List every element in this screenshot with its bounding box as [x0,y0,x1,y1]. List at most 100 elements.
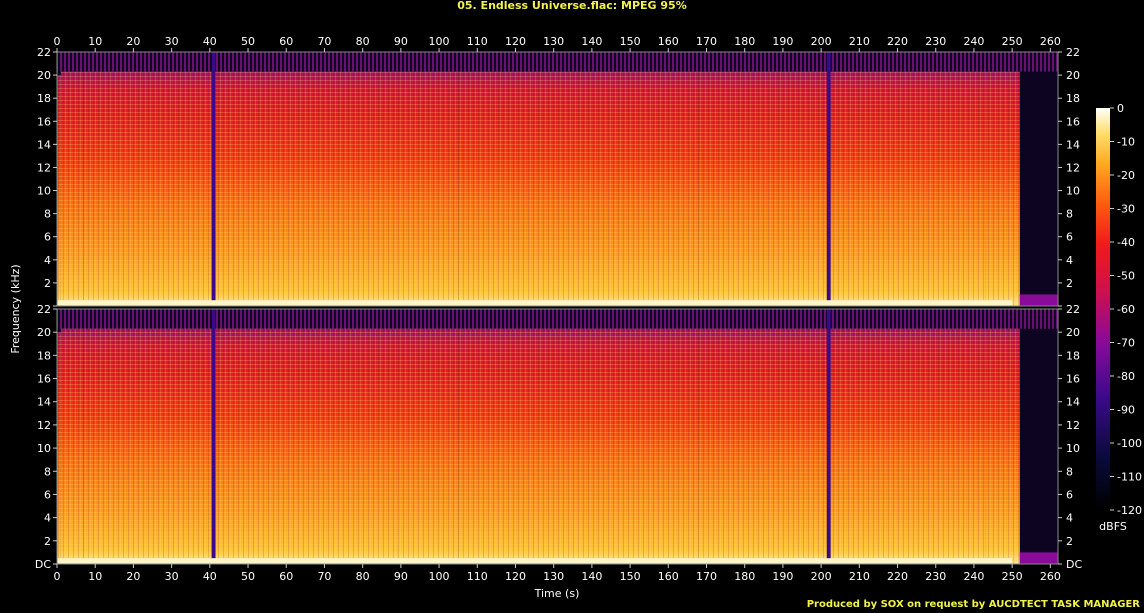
panel-frame [56,308,1059,565]
energy-segment-transients [397,71,459,306]
y-tick-label-right: 4 [1066,512,1073,525]
y-tick-label-right: 12 [1066,419,1080,432]
colorbar-tick-label: -50 [1117,270,1135,283]
energy-segment-transients [458,71,699,306]
x-tick-label-bottom: 180 [734,570,755,583]
y-tick-label-right: 2 [1066,535,1073,548]
x-tick-label-bottom: 90 [394,570,408,583]
y-tick-label-left: 4 [44,254,51,267]
y-tick-label-right: 20 [1066,69,1080,82]
y-tick-label-right: 22 [1066,303,1080,316]
y-tick-label-left: 20 [37,69,51,82]
energy-segment-transients [60,328,84,564]
x-tick-label-top: 70 [317,35,331,48]
x-tick-label-bottom: 110 [467,570,488,583]
energy-segment-transients [83,328,212,564]
x-tick-label-bottom: 140 [581,570,602,583]
x-tick-label-bottom: 100 [429,570,450,583]
y-tick-label-right: 20 [1066,326,1080,339]
y-tick-label-left: 22 [37,303,51,316]
y-tick-label-left: 6 [44,488,51,501]
colorbar-tick-label: -120 [1117,504,1142,517]
y-tick-label-right: 14 [1066,396,1080,409]
y-tick-label-right: 6 [1066,231,1073,244]
x-tick-label-bottom: 50 [241,570,255,583]
spectrogram-panel-channel-1 [56,51,1059,307]
x-tick-label-top: 190 [772,35,793,48]
x-tick-label-top: 210 [849,35,870,48]
x-tick-label-bottom: 240 [963,570,984,583]
x-tick-label-top: 30 [165,35,179,48]
energy-segment [826,309,831,564]
x-tick-label-bottom: 70 [317,570,331,583]
x-tick-label-top: 230 [925,35,946,48]
y-tick-label-left: 22 [37,46,51,59]
x-tick-label-bottom: 190 [772,570,793,583]
energy-segment-transients [397,328,459,564]
colorbar-tick-label: -40 [1117,236,1135,249]
x-tick-label-top: 10 [88,35,102,48]
colorbar-gradient [1096,108,1110,510]
x-tick-label-top: 140 [581,35,602,48]
x-tick-label-bottom: 170 [696,570,717,583]
energy-segment-transients [215,328,398,564]
x-tick-label-top: 0 [54,35,61,48]
colorbar-tick-label: -110 [1117,471,1142,484]
x-tick-label-top: 40 [203,35,217,48]
x-tick-label-bottom: 10 [88,570,102,583]
energy-segment-transients [57,75,61,306]
y-tick-label-left: 2 [44,535,51,548]
spectrogram-panel-channel-2 [56,308,1059,565]
y-tick-label-right: 10 [1066,442,1080,455]
x-tick-label-top: 260 [1040,35,1061,48]
y-tick-label-left: 12 [37,419,51,432]
x-tick-label-top: 110 [467,35,488,48]
panel-high-frequency-noise [57,309,1058,329]
x-tick-label-bottom: 220 [887,570,908,583]
y-tick-label-left: 10 [37,185,51,198]
x-tick-label-top: 250 [1002,35,1023,48]
y-tick-label-right: 18 [1066,92,1080,105]
y-tick-label-left: DC [35,558,51,571]
x-tick-label-bottom: 0 [54,570,61,583]
x-tick-label-bottom: 40 [203,570,217,583]
x-tick-label-bottom: 30 [165,570,179,583]
energy-segment [1019,294,1058,306]
x-tick-label-bottom: 20 [126,570,140,583]
colorbar: 0 -10 -20 -30 -40 -50 -60 -70 -80 -90 -100 -110 -120 [1096,102,1142,517]
y-tick-label-right: 4 [1066,254,1073,267]
y-tick-label-right: 14 [1066,138,1080,151]
panel-frame [56,51,1059,307]
energy-segment-transients [60,71,84,306]
y-tick-label-left: 14 [37,138,51,151]
x-tick-label-top: 100 [429,35,450,48]
credit-footer: Produced by SOX on request by AUCDTECT T… [806,599,1140,610]
energy-segment-transients [985,328,1020,564]
energy-segment-transients [458,328,699,564]
x-tick-label-top: 50 [241,35,255,48]
energy-segment-transients [57,332,61,564]
x-tick-label-top: 170 [696,35,717,48]
y-tick-label-right: 16 [1066,115,1080,128]
energy-segment [211,309,216,564]
energy-segment-transients [83,71,212,306]
energy-segment-transients [215,71,398,306]
x-tick-label-top: 160 [658,35,679,48]
y-tick-label-right: 22 [1066,46,1080,59]
colorbar-label: dBFS [1099,520,1127,533]
y-tick-label-right: 18 [1066,349,1080,362]
x-tick-label-top: 130 [543,35,564,48]
energy-segment [211,52,216,306]
colorbar-tick-label: -30 [1117,203,1135,216]
y-tick-label-left: 14 [37,396,51,409]
x-tick-label-top: 80 [356,35,370,48]
y-tick-label-left: 12 [37,161,51,174]
energy-segment-transients [830,71,986,306]
colorbar-tick-label: -10 [1117,136,1135,149]
x-tick-label-top: 120 [505,35,526,48]
colorbar-tick-label: -60 [1117,303,1135,316]
x-tick-label-bottom: 210 [849,570,870,583]
x-tick-label-top: 200 [811,35,832,48]
y-tick-label-left: 10 [37,442,51,455]
panel-high-frequency-noise [57,52,1058,72]
